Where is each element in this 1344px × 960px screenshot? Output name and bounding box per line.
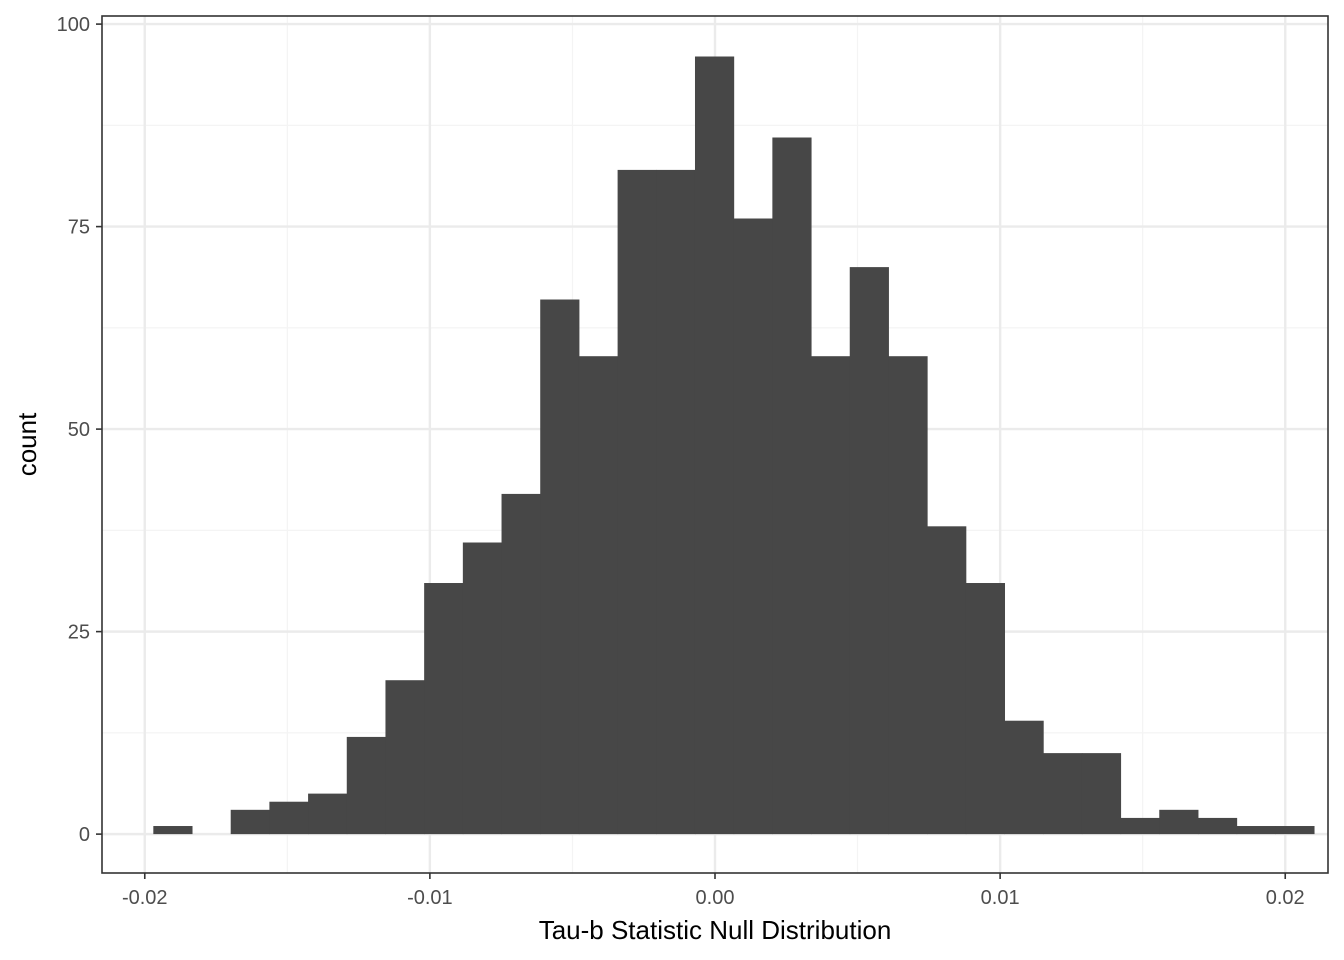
histogram-bar [153,826,193,835]
histogram-bar [540,299,580,835]
x-tick-label: 0.01 [981,887,1020,909]
y-tick-label: 100 [57,14,90,36]
histogram-bar [733,218,773,835]
histogram-bar [656,169,696,835]
histogram-bar [1120,817,1160,835]
histogram-bar [230,809,270,835]
histogram-bar [385,680,425,835]
x-tick-label: -0.01 [407,887,453,909]
y-tick-label: 25 [68,622,90,644]
histogram-bars [153,56,1315,835]
histogram-bar [1197,817,1238,835]
histogram-bar [1081,753,1122,835]
x-axis-title: Tau-b Statistic Null Distribution [539,915,892,945]
histogram-bar [1159,809,1199,835]
histogram-bar [1004,720,1044,835]
histogram-bar [849,267,889,835]
axis-ticks: -0.02 -0.01 0.00 0.01 0.02 0 25 50 75 100 [57,14,1305,909]
histogram-bar [269,801,309,835]
x-tick-label: -0.02 [122,887,168,909]
histogram-bar [424,583,464,835]
histogram-bar [888,356,928,835]
histogram-bar [617,169,657,835]
histogram-bar [501,493,541,835]
histogram-bar [346,736,386,835]
y-tick-label: 50 [68,419,90,441]
x-tick-label: 0.00 [696,887,735,909]
histogram-bar [811,356,851,835]
y-tick-label: 0 [79,824,90,846]
histogram-bar [462,542,503,835]
histogram-bar [1236,826,1276,835]
y-tick-label: 75 [68,217,90,239]
histogram-bar [1043,753,1083,835]
histogram-bar [965,583,1006,835]
histogram-bar [927,526,967,835]
histogram-bar [1275,826,1315,835]
histogram-bar [578,356,619,835]
y-axis-title: count [12,412,42,476]
x-tick-label: 0.02 [1266,887,1305,909]
histogram-bar [308,793,348,835]
histogram-bar [772,137,812,835]
histogram-bar [694,56,735,835]
